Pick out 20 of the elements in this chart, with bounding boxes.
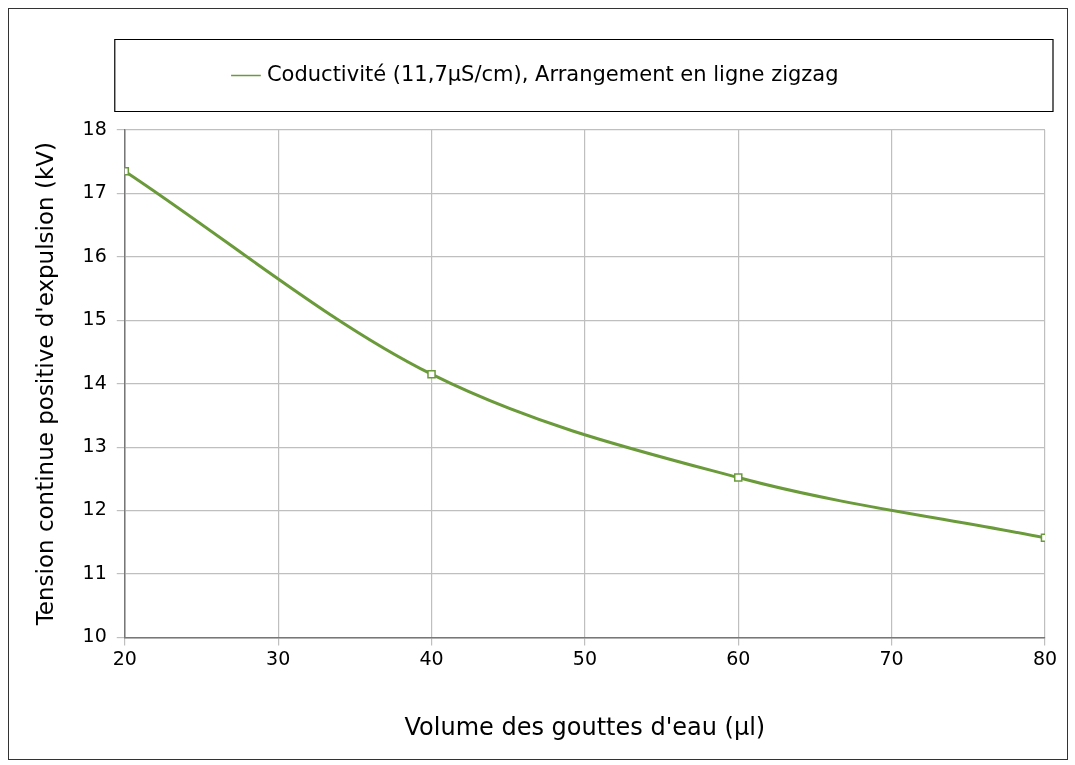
- y-tick-label: 13: [82, 434, 107, 457]
- x-tick-label: 50: [572, 646, 597, 669]
- point: [427, 369, 436, 379]
- x-axis-title: Volume des gouttes d'eau (µl): [404, 712, 766, 741]
- x-tick-label: 70: [879, 646, 904, 669]
- x-tick-label: 20: [112, 646, 137, 669]
- y-tick-label: 15: [82, 307, 107, 330]
- y-tick-label: 10: [82, 624, 107, 647]
- y-axis-title: Tension continue positive d'expulsion (kV): [31, 142, 58, 627]
- x-tick-label: 80: [1032, 646, 1058, 669]
- y-tick-label: 18: [82, 116, 107, 139]
- y-tick-label: 14: [82, 370, 107, 393]
- y-tick-label: 16: [82, 243, 107, 266]
- x-tick-label: 30: [266, 646, 291, 669]
- y-tick-label: 12: [82, 497, 107, 520]
- legend-label: Coductivité (11,7µS/cm), Arrangement en ligne zigzag: [266, 61, 839, 86]
- y-tick-label: 11: [82, 560, 107, 583]
- x-tick-label: 40: [419, 646, 444, 669]
- y-tick-label: 17: [82, 180, 107, 203]
- x-tick-label: 60: [726, 646, 751, 669]
